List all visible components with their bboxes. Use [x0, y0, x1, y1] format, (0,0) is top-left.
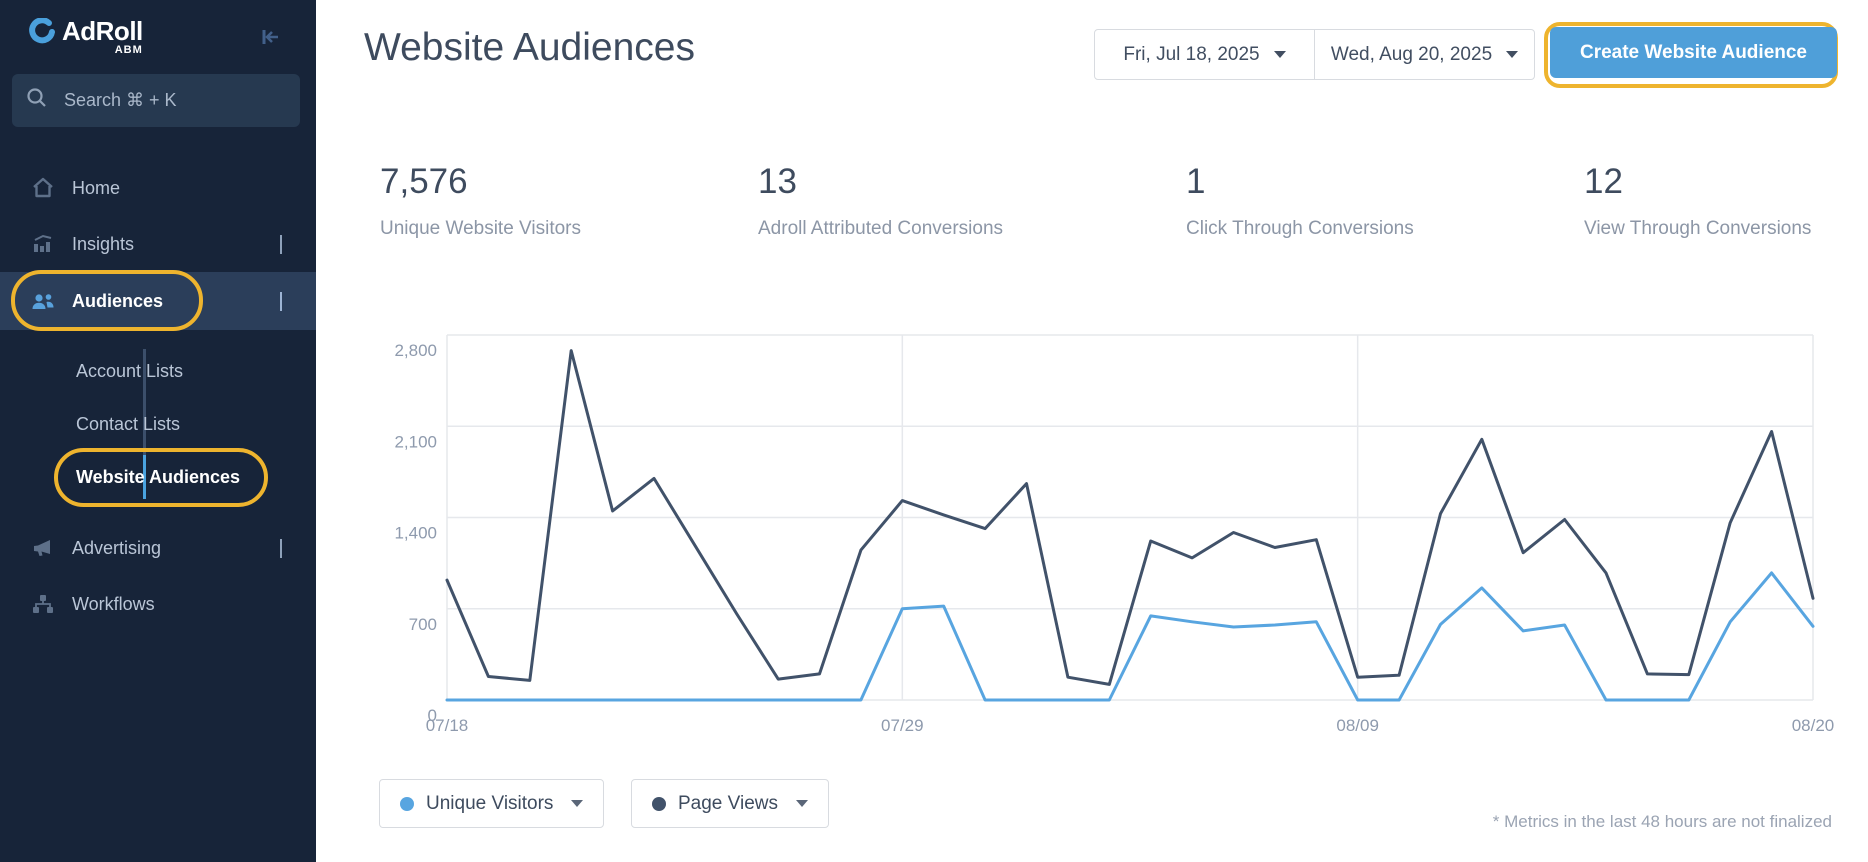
legend-dropdown-unique-visitors[interactable]: Unique Visitors — [379, 779, 605, 828]
x-axis-tick: 08/09 — [1336, 716, 1379, 735]
sidebar-item-workflows[interactable]: Workflows — [0, 582, 316, 626]
audiences-icon — [30, 290, 56, 312]
y-axis-tick: 2,800 — [394, 341, 437, 360]
y-axis-tick: 1,400 — [394, 524, 437, 543]
stat-adroll-attributed-conversions: 13 Adroll Attributed Conversions — [758, 162, 1003, 240]
adroll-logo: AdRoll ABM — [28, 16, 290, 56]
caret-down-icon — [571, 800, 584, 807]
y-axis-tick: 0 — [428, 706, 437, 725]
stat-view-through-conversions: 12 View Through Conversions — [1584, 162, 1811, 240]
search-icon — [26, 87, 48, 114]
end-date-dropdown[interactable]: Wed, Aug 20, 2025 — [1314, 30, 1534, 79]
x-axis-tick: 07/18 — [426, 716, 469, 735]
insights-icon — [30, 233, 56, 255]
caret-down-icon — [796, 800, 808, 807]
stat-unique-website-visitors: 7,576 Unique Website Visitors — [380, 162, 581, 240]
sidebar-item-label: Website Audiences — [76, 466, 241, 487]
sidebar-item-label: Workflows — [72, 593, 155, 614]
caret-down-icon — [1273, 51, 1286, 58]
search-placeholder: Search ⌘ + K — [64, 90, 177, 110]
legend-label: Unique Visitors — [426, 792, 554, 814]
x-axis-tick: 07/29 — [881, 716, 924, 735]
y-axis-tick: 700 — [409, 615, 437, 634]
annotation-ring-create-button: Create Website Audience — [1544, 22, 1838, 88]
workflows-icon — [30, 593, 56, 615]
end-date-value: Wed, Aug 20, 2025 — [1330, 43, 1493, 65]
legend-dropdown-page-views[interactable]: Page Views — [631, 779, 829, 828]
sidebar-item-contact-lists[interactable]: Contact Lists — [0, 402, 316, 446]
search-input[interactable]: Search ⌘ + K — [12, 74, 300, 127]
stat-label: Adroll Attributed Conversions — [758, 218, 1004, 239]
date-range-picker: Fri, Jul 18, 2025 Wed, Aug 20, 2025 — [1094, 29, 1535, 80]
sidebar-item-advertising[interactable]: Advertising — [0, 526, 316, 570]
sidebar-collapse-icon[interactable] — [260, 26, 282, 53]
start-date-value: Fri, Jul 18, 2025 — [1123, 43, 1260, 65]
unique-visitors-line — [445, 571, 1815, 702]
start-date-dropdown[interactable]: Fri, Jul 18, 2025 — [1095, 30, 1314, 79]
home-icon — [30, 177, 56, 199]
sidebar-item-label: Advertising — [72, 537, 162, 558]
sidebar-item-website-audiences[interactable]: Website Audiences — [0, 455, 316, 499]
chevron-down-icon — [280, 539, 282, 558]
unique-visitors-dot-icon — [400, 796, 414, 811]
y-axis-tick: 2,100 — [394, 432, 437, 451]
sidebar-item-account-lists[interactable]: Account Lists — [0, 349, 316, 393]
page-views-dot-icon — [652, 796, 666, 811]
stat-label: View Through Conversions — [1584, 218, 1812, 239]
page-title: Website Audiences — [364, 26, 695, 69]
sidebar-item-label: Insights — [72, 233, 135, 254]
chevron-up-icon — [280, 292, 282, 311]
sidebar-item-home[interactable]: Home — [0, 166, 316, 210]
sidebar-item-label: Home — [72, 177, 121, 198]
x-axis-tick: 08/20 — [1792, 716, 1835, 735]
sidebar-item-label: Audiences — [72, 290, 164, 311]
sidebar-item-label: Contact Lists — [76, 413, 181, 434]
sidebar-item-insights[interactable]: Insights — [0, 222, 316, 266]
stat-label: Click Through Conversions — [1186, 218, 1414, 239]
create-website-audience-button[interactable]: Create Website Audience — [1550, 27, 1837, 78]
stat-label: Unique Website Visitors — [380, 218, 582, 239]
chevron-down-icon — [280, 235, 282, 254]
sidebar-item-label: Account Lists — [76, 360, 184, 381]
subnav-rail-active — [143, 455, 146, 499]
stat-click-through-conversions: 1 Click Through Conversions — [1186, 162, 1414, 240]
sidebar-active-highlight — [0, 272, 316, 330]
brand-sub: ABM — [114, 44, 143, 56]
legend-label: Page Views — [678, 792, 778, 814]
brand-name: AdRoll ABM — [62, 16, 143, 56]
advertising-icon — [30, 537, 56, 559]
stat-value: 7,576 — [380, 162, 468, 201]
stat-value: 1 — [1186, 162, 1206, 201]
metrics-footnote: * Metrics in the last 48 hours are not f… — [1492, 812, 1832, 831]
stat-value: 13 — [758, 162, 797, 201]
subnav-rail — [143, 349, 146, 455]
sidebar: AdRoll ABM Search ⌘ + K — [0, 0, 316, 862]
logo-row: AdRoll ABM — [28, 16, 290, 66]
adroll-logo-icon — [28, 17, 56, 51]
page-views-line — [445, 349, 1815, 686]
caret-down-icon — [1506, 51, 1519, 58]
sidebar-item-audiences[interactable]: Audiences — [0, 279, 316, 323]
stat-value: 12 — [1584, 162, 1623, 201]
